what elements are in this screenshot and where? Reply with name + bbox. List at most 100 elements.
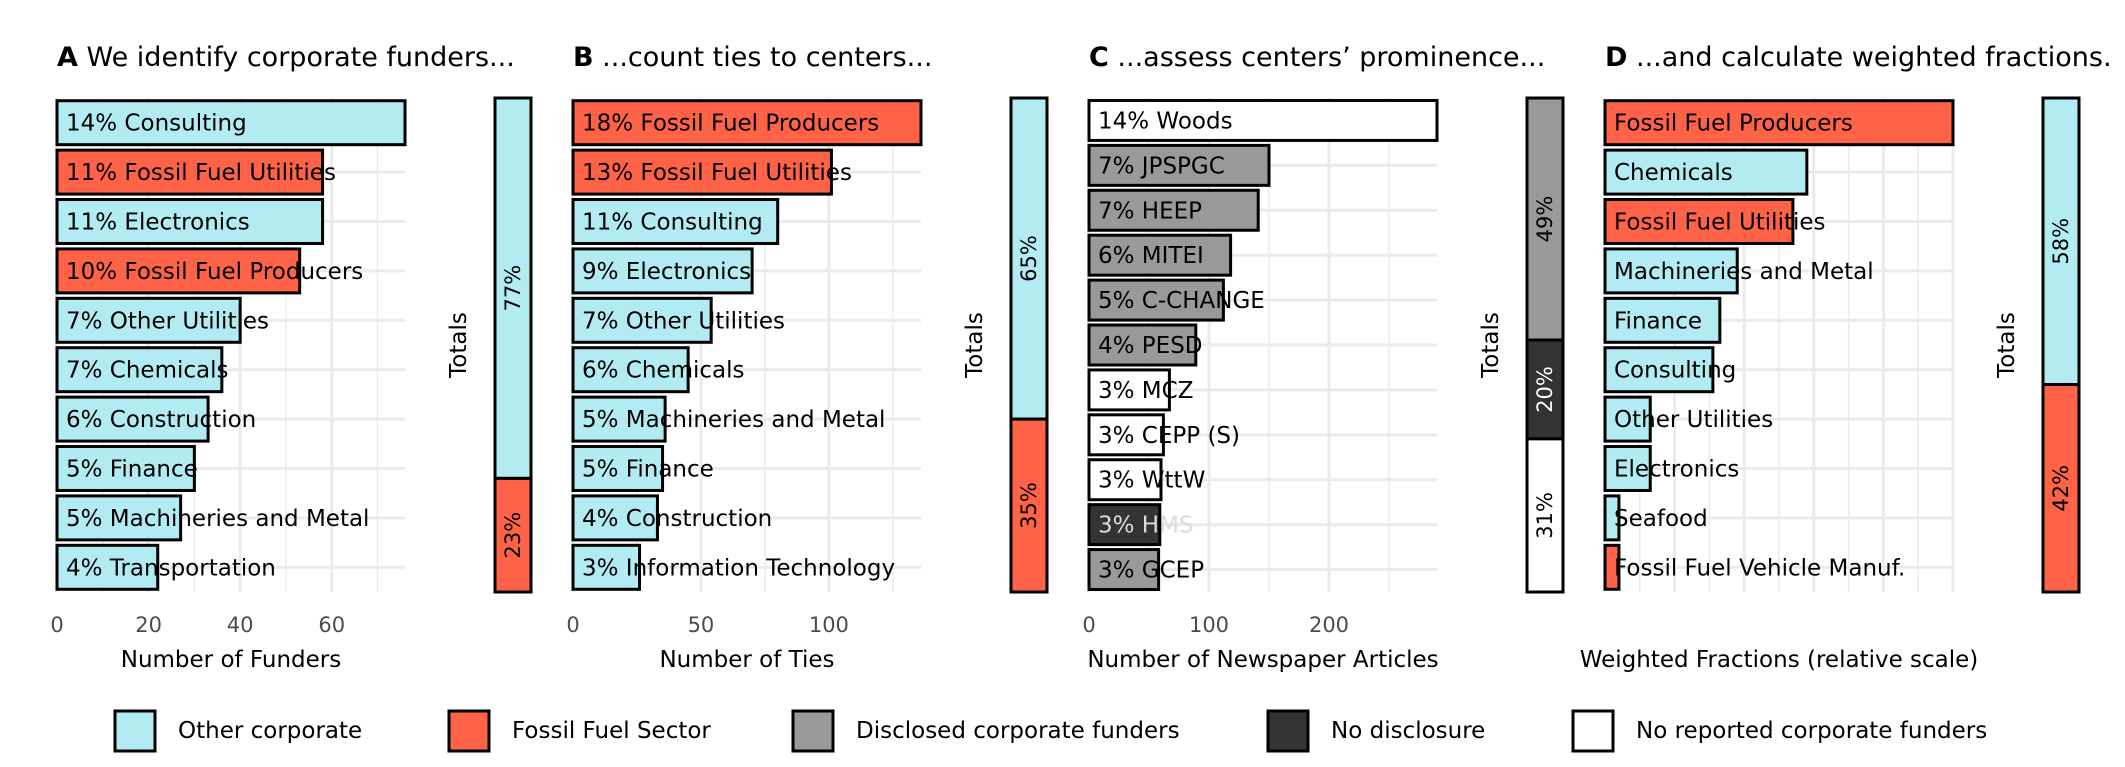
bar <box>1087 98 1439 142</box>
bar-label: 6% Construction <box>66 407 256 433</box>
totals-segment <box>1525 437 1565 594</box>
totals-segment <box>1525 338 1565 441</box>
panel-letter: A <box>57 42 78 73</box>
totals-segment-label: 65% <box>1017 235 1041 282</box>
bar-label: Fossil Fuel Utilities <box>1614 210 1826 236</box>
bar-label: 5% Machineries and Metal <box>582 407 885 433</box>
totals-label: Totals <box>962 312 988 379</box>
panel-title: B ...count ties to centers... <box>573 42 932 73</box>
bar <box>55 395 210 443</box>
bar-label: 11% Fossil Fuel Utilities <box>66 160 336 186</box>
bar <box>55 494 183 542</box>
bar-label: Finance <box>1614 308 1702 334</box>
bar <box>55 247 302 295</box>
x-tick-label: 50 <box>688 613 715 637</box>
panel-title: A We identify corporate funders... <box>57 42 515 73</box>
totals-segment-label: 58% <box>2049 218 2073 265</box>
bar-label: 7% Other Utilities <box>66 308 269 334</box>
bar-label: 3% MCZ <box>1098 378 1193 404</box>
bar-label: 3% GCEP <box>1098 558 1204 584</box>
panel-title: D ...and calculate weighted fractions. <box>1605 42 2112 73</box>
panel-title-text: ...and calculate weighted fractions. <box>1627 42 2111 73</box>
totals-segment-label: 49% <box>1533 196 1557 243</box>
x-axis-label: Number of Funders <box>121 647 342 673</box>
bar-label: 6% Chemicals <box>582 358 745 384</box>
bar <box>571 346 690 394</box>
x-tick-label: 20 <box>135 613 162 637</box>
totals-segment-label: 20% <box>1533 366 1557 413</box>
panel-letter: B <box>573 42 594 73</box>
x-tick-label: 100 <box>1189 613 1229 637</box>
legend-key <box>791 709 835 753</box>
x-tick-label: 60 <box>318 613 345 637</box>
bar <box>1603 445 1652 492</box>
bar <box>1087 548 1161 592</box>
legend-key <box>447 709 491 753</box>
totals-bar: 65% 35% <box>1009 96 1049 594</box>
bar <box>1603 395 1652 443</box>
legend-label: Other corporate <box>178 718 362 744</box>
bar-label: 5% Finance <box>66 457 198 483</box>
panel-title: C ...assess centers’ prominence... <box>1089 42 1545 73</box>
totals-segment <box>1009 417 1049 594</box>
totals-segment-label: 23% <box>501 512 525 559</box>
totals-segment-label: 77% <box>501 265 525 312</box>
bar-label: 7% Chemicals <box>66 358 229 384</box>
bar <box>1087 368 1171 412</box>
bar <box>571 247 754 295</box>
totals-bar: 58% 42% <box>2041 96 2081 594</box>
bar-label: 3% WttW <box>1098 468 1205 494</box>
bar <box>1087 458 1163 502</box>
x-axis-label: Weighted Fractions (relative scale) <box>1580 647 1979 673</box>
bar <box>571 395 667 443</box>
bar-label: 3% CEPP (S) <box>1098 423 1240 449</box>
x-tick-label: 0 <box>1082 613 1095 637</box>
bar-label: Electronics <box>1614 457 1739 483</box>
bar <box>571 148 833 196</box>
bar <box>55 346 224 394</box>
bar-label: 5% Machineries and Metal <box>66 506 369 532</box>
bar-label: 4% Transportation <box>66 555 276 581</box>
bar-label: Seafood <box>1614 506 1708 532</box>
x-axis-label: Number of Newspaper Articles <box>1087 647 1438 673</box>
bar <box>1603 494 1621 542</box>
bar-label: 18% Fossil Fuel Producers <box>582 111 879 137</box>
bar <box>1603 247 1739 295</box>
totals-segment <box>1009 96 1049 421</box>
bar <box>55 445 196 492</box>
x-tick-label: 0 <box>50 613 63 637</box>
totals-segment <box>1525 96 1565 342</box>
x-axis-label: Number of Ties <box>659 647 834 673</box>
legend: Other corporate Fossil Fuel Sector Disclos… <box>113 709 1987 753</box>
totals-label: Totals <box>1478 312 1504 379</box>
bar-label: 10% Fossil Fuel Producers <box>66 259 363 285</box>
panel-c: C ...assess centers’ prominence... 14% Wo… <box>1082 42 1565 673</box>
panel-a: A We identify corporate funders... 14% Co… <box>50 42 533 673</box>
bar <box>571 198 780 245</box>
bar-label: 7% Other Utilities <box>582 308 785 334</box>
panel-title-text: ...assess centers’ prominence... <box>1109 42 1545 73</box>
bar <box>1087 323 1198 367</box>
totals-label: Totals <box>1994 312 2020 379</box>
legend-key <box>113 709 157 753</box>
legend-label: Fossil Fuel Sector <box>512 718 711 744</box>
bar <box>1603 296 1722 344</box>
bar <box>1603 198 1795 245</box>
totals-segment-label: 31% <box>1533 492 1557 539</box>
bar-label: Chemicals <box>1614 160 1733 186</box>
panel-b: B ...count ties to centers... 18% Fossil … <box>566 42 1049 673</box>
bar <box>1603 148 1809 196</box>
bar <box>1087 233 1233 277</box>
bar-label: 11% Electronics <box>66 210 250 236</box>
panel-letter: C <box>1089 42 1109 73</box>
bar-label: 7% HEEP <box>1098 198 1202 224</box>
bar-label: Consulting <box>1614 358 1736 384</box>
bar <box>571 543 642 591</box>
bar <box>55 296 242 344</box>
bar-label: 6% MITEI <box>1098 243 1204 269</box>
bar <box>1603 346 1715 394</box>
bar <box>1087 278 1225 322</box>
bar-label: 5% C-CHANGE <box>1098 288 1265 314</box>
bar-label: 4% PESD <box>1098 333 1203 359</box>
panel-title-text: ...count ties to centers... <box>594 42 933 73</box>
